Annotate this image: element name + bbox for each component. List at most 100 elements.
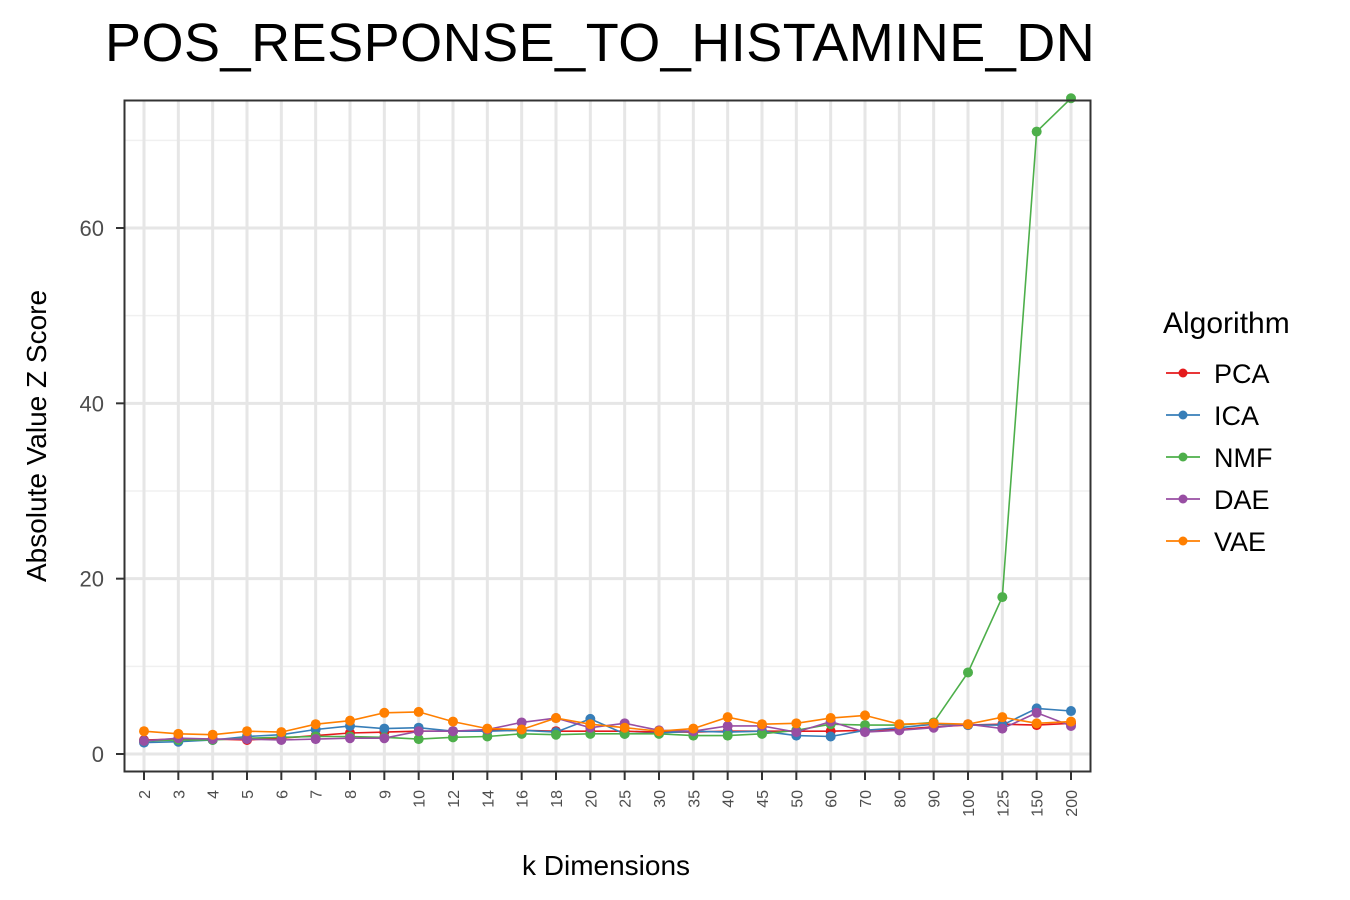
x-tick-label: 6	[274, 790, 291, 799]
x-tick-label: 14	[480, 790, 497, 808]
data-point-ica	[379, 723, 390, 734]
data-point-vae	[482, 723, 493, 734]
x-tick-label: 5	[240, 790, 257, 799]
x-tick-label: 8	[343, 790, 360, 799]
x-tick-label: 125	[995, 790, 1012, 817]
data-point-vae	[173, 728, 184, 739]
data-point-dae	[516, 717, 527, 728]
data-point-nmf	[722, 730, 733, 741]
data-point-dae	[139, 735, 149, 746]
x-tick-label: 10	[412, 790, 429, 808]
x-axis: 2 3 4 5 6 7 8 9 10 12 14 16 18 20 25 30 35 40 45 50 60 70 80 90…	[137, 772, 1081, 817]
legend-label-vae: VAE	[1214, 527, 1266, 557]
x-tick-label: 45	[755, 790, 772, 808]
minor-gridlines	[125, 139, 1090, 755]
legend-key-point	[1178, 410, 1188, 420]
data-point-nmf	[551, 729, 561, 740]
data-point-nmf	[1031, 126, 1042, 137]
x-tick-label: 40	[721, 790, 738, 808]
y-tick-label: 60	[80, 216, 104, 241]
data-point-vae	[722, 712, 733, 723]
data-point-vae	[1031, 718, 1042, 729]
y-tick-label: 20	[80, 567, 104, 592]
data-point-nmf	[757, 728, 767, 739]
x-tick-label: 150	[1030, 790, 1047, 817]
data-point-vae	[242, 726, 252, 737]
y-axis: 0 20 40 60	[80, 216, 124, 767]
data-point-vae	[791, 718, 802, 729]
x-tick-label: 7	[309, 790, 326, 799]
y-axis-title: Absolute Value Z Score	[21, 290, 52, 582]
data-point-vae	[860, 710, 870, 721]
data-point-dae	[242, 734, 252, 745]
legend-key-point	[1178, 368, 1188, 378]
x-tick-label: 70	[858, 790, 875, 808]
data-point-vae	[379, 707, 390, 718]
data-point-vae	[825, 713, 836, 724]
x-tick-label: 12	[446, 790, 463, 808]
x-tick-label: 200	[1064, 790, 1081, 817]
data-point-nmf	[963, 667, 973, 678]
data-point-vae	[448, 716, 458, 727]
x-tick-label: 18	[549, 790, 566, 808]
plot-panel-border	[123, 99, 1092, 773]
legend-key-point	[1178, 494, 1188, 504]
data-point-nmf	[860, 720, 870, 731]
x-axis-title: k Dimensions	[522, 850, 690, 881]
legend-key-point	[1178, 452, 1188, 462]
x-tick-label: 80	[892, 790, 909, 808]
x-tick-label: 50	[789, 790, 806, 808]
data-point-dae	[448, 726, 458, 737]
data-point-dae	[997, 723, 1008, 734]
data-point-dae	[379, 733, 390, 744]
data-point-vae	[276, 727, 287, 738]
data-point-dae	[722, 720, 733, 731]
data-point-nmf	[997, 592, 1008, 603]
data-point-dae	[413, 726, 424, 737]
data-point-vae	[139, 726, 149, 737]
x-tick-label: 35	[686, 790, 703, 808]
series-layer	[139, 93, 1076, 748]
data-point-vae	[345, 715, 355, 726]
x-tick-label: 16	[515, 790, 532, 808]
data-point-vae	[619, 722, 630, 733]
data-point-dae	[345, 733, 355, 744]
data-point-vae	[1066, 716, 1076, 727]
y-tick-label: 0	[92, 742, 104, 767]
x-tick-label: 20	[583, 790, 600, 808]
data-point-nmf	[482, 731, 493, 742]
data-point-ica	[1066, 706, 1076, 717]
data-point-vae	[585, 719, 596, 730]
data-point-vae	[413, 706, 424, 717]
data-point-dae	[276, 734, 287, 745]
data-point-vae	[551, 713, 561, 724]
data-point-dae	[1031, 707, 1042, 718]
x-tick-label: 9	[377, 790, 394, 799]
data-point-ica	[825, 731, 836, 742]
x-tick-label: 3	[171, 790, 188, 799]
major-gridlines	[125, 101, 1090, 771]
data-point-dae	[791, 727, 802, 738]
data-point-vae	[688, 723, 699, 734]
data-point-vae	[516, 724, 527, 735]
x-tick-label: 4	[206, 790, 223, 799]
data-point-vae	[963, 719, 973, 730]
x-tick-label: 25	[618, 790, 635, 808]
x-tick-label: 100	[961, 790, 978, 817]
data-point-vae	[310, 719, 321, 730]
series-line-vae	[143, 711, 1072, 736]
data-point-dae	[310, 734, 321, 745]
data-point-vae	[997, 712, 1008, 723]
legend-label-ica: ICA	[1214, 401, 1259, 431]
x-tick-label: 90	[927, 790, 944, 808]
data-point-vae	[928, 718, 939, 729]
series-line-nmf	[143, 97, 1072, 742]
data-point-dae	[860, 727, 870, 738]
legend-key-point	[1178, 536, 1188, 546]
legend-label-pca: PCA	[1214, 359, 1270, 389]
data-point-nmf	[1066, 93, 1076, 104]
data-point-nmf	[413, 734, 424, 745]
x-tick-label: 30	[652, 790, 669, 808]
x-tick-label: 2	[137, 790, 154, 799]
